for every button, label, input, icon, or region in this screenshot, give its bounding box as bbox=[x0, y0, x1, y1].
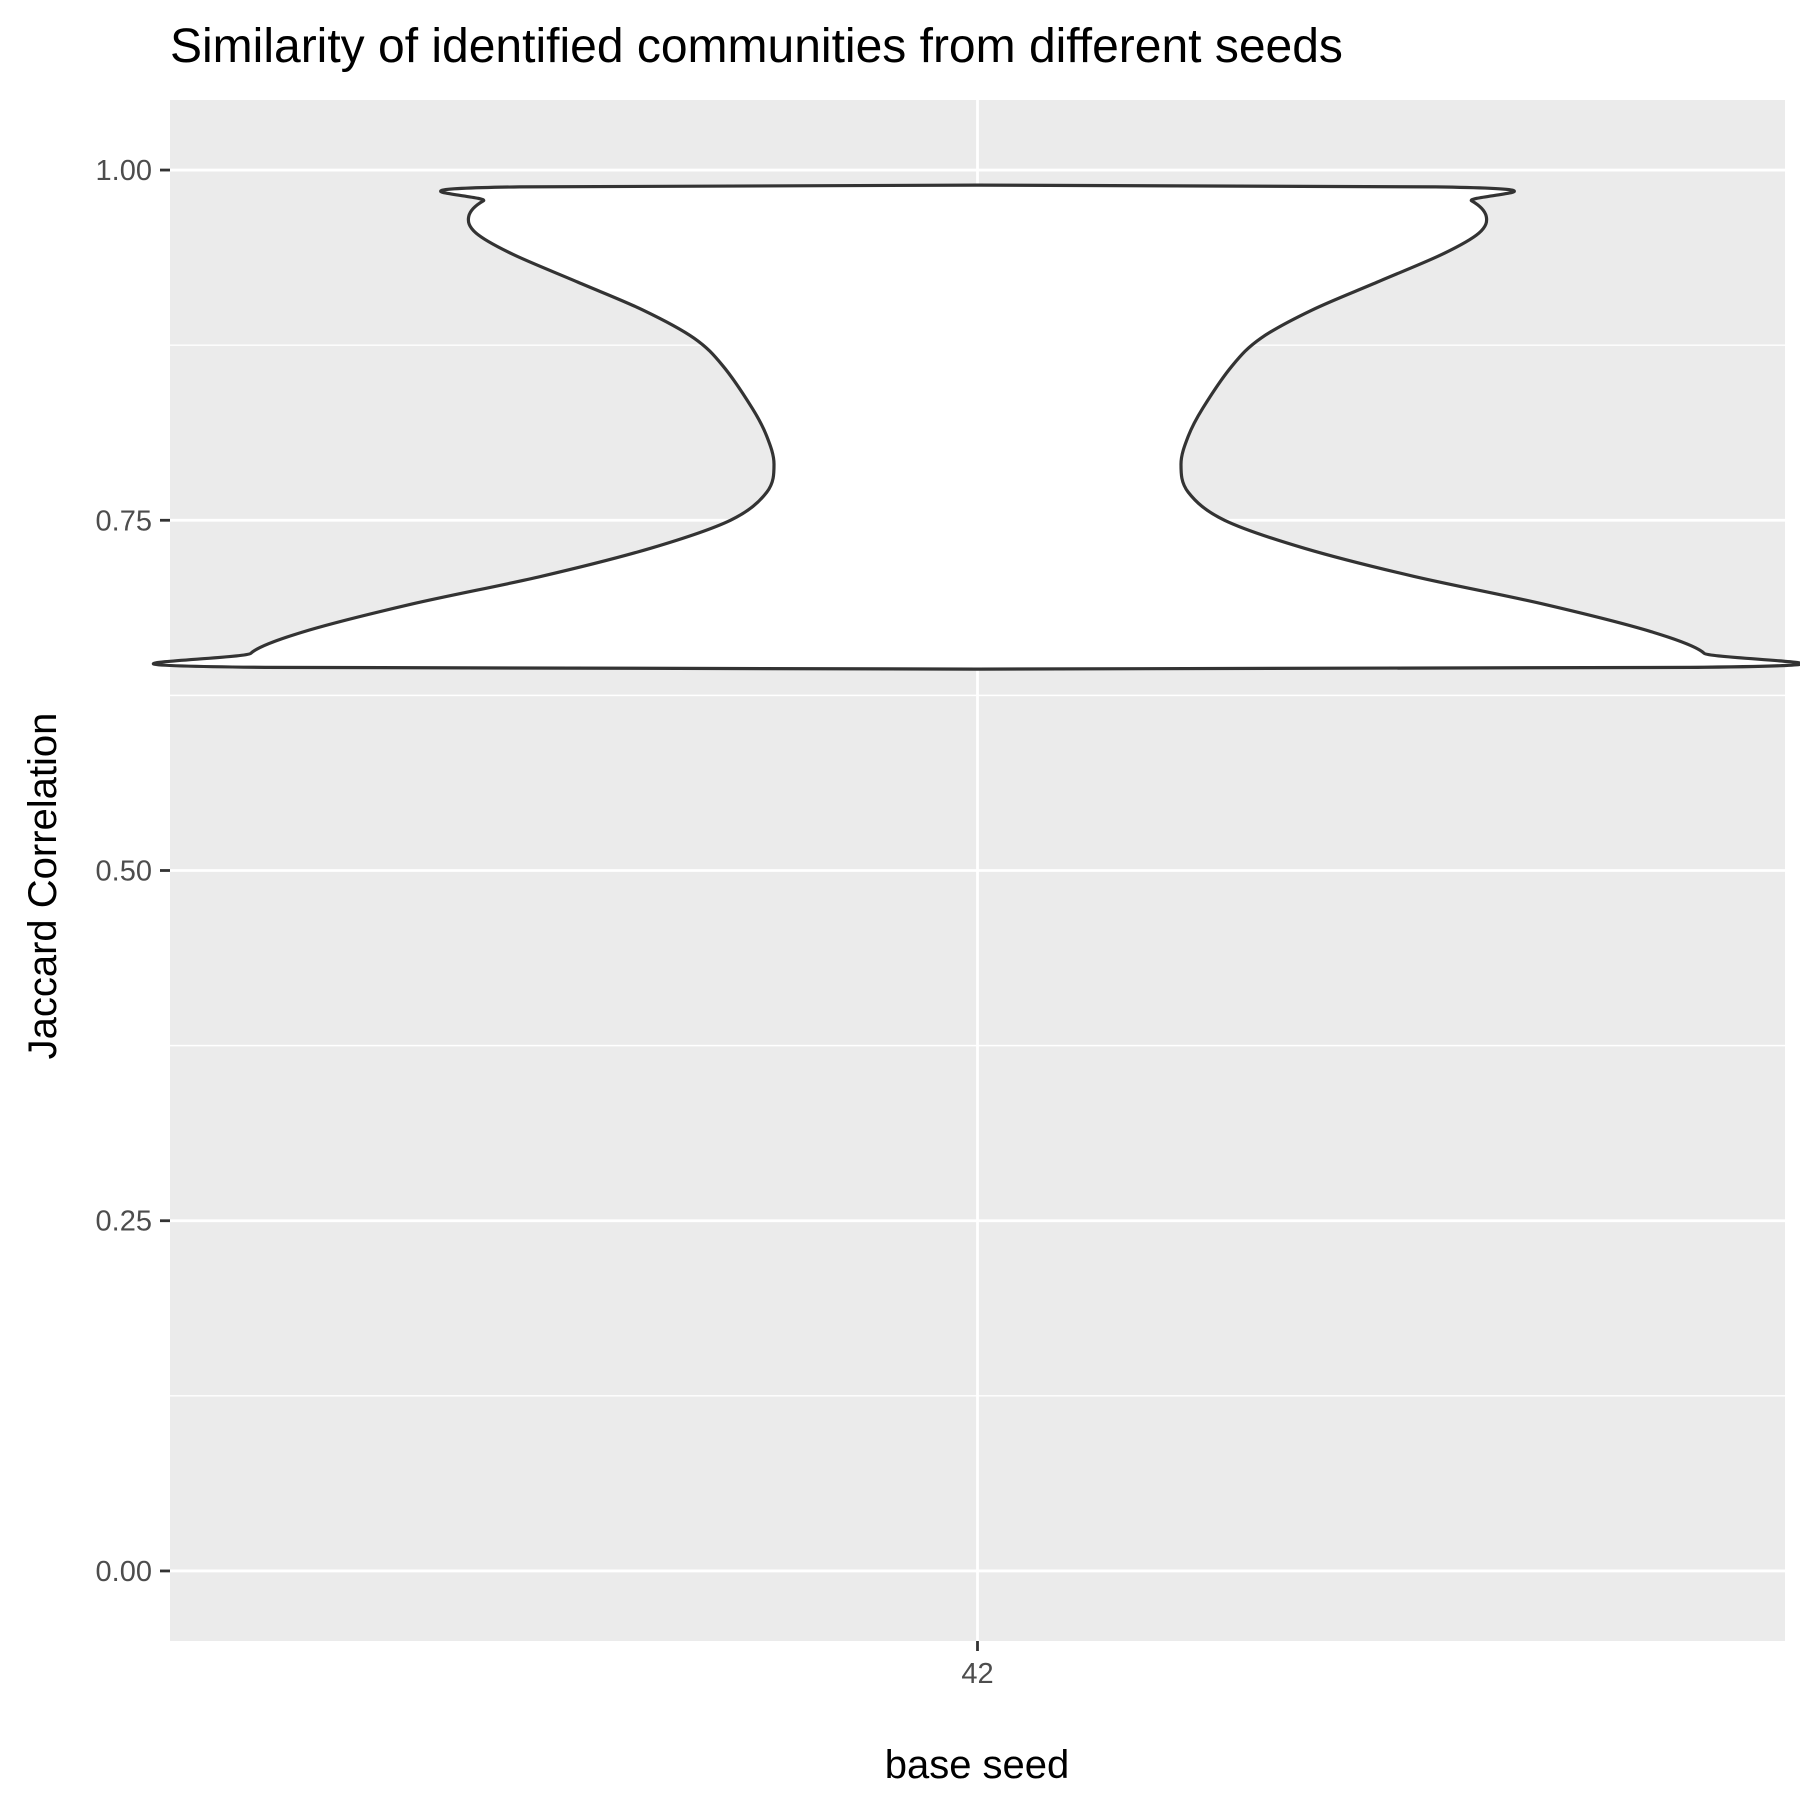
y-axis: 0.00 0.25 0.50 0.75 1.00 bbox=[96, 155, 170, 1588]
y-axis-title: Jaccard Correlation bbox=[21, 713, 65, 1060]
chart-title: Similarity of identified communities fro… bbox=[170, 20, 1343, 73]
x-axis-title: base seed bbox=[885, 1743, 1070, 1787]
y-tick-label: 0.25 bbox=[96, 1206, 152, 1238]
x-tick-label: 42 bbox=[961, 1658, 993, 1690]
y-tick-label: 0.75 bbox=[96, 505, 152, 537]
violin-layer bbox=[151, 183, 1800, 671]
y-tick-label: 1.00 bbox=[96, 155, 152, 187]
y-tick-label: 0.50 bbox=[96, 856, 152, 888]
violin-42 bbox=[151, 183, 1800, 671]
grid-lines bbox=[170, 100, 1785, 1641]
y-tick-label: 0.00 bbox=[96, 1556, 152, 1588]
x-axis: 42 bbox=[961, 1641, 994, 1690]
